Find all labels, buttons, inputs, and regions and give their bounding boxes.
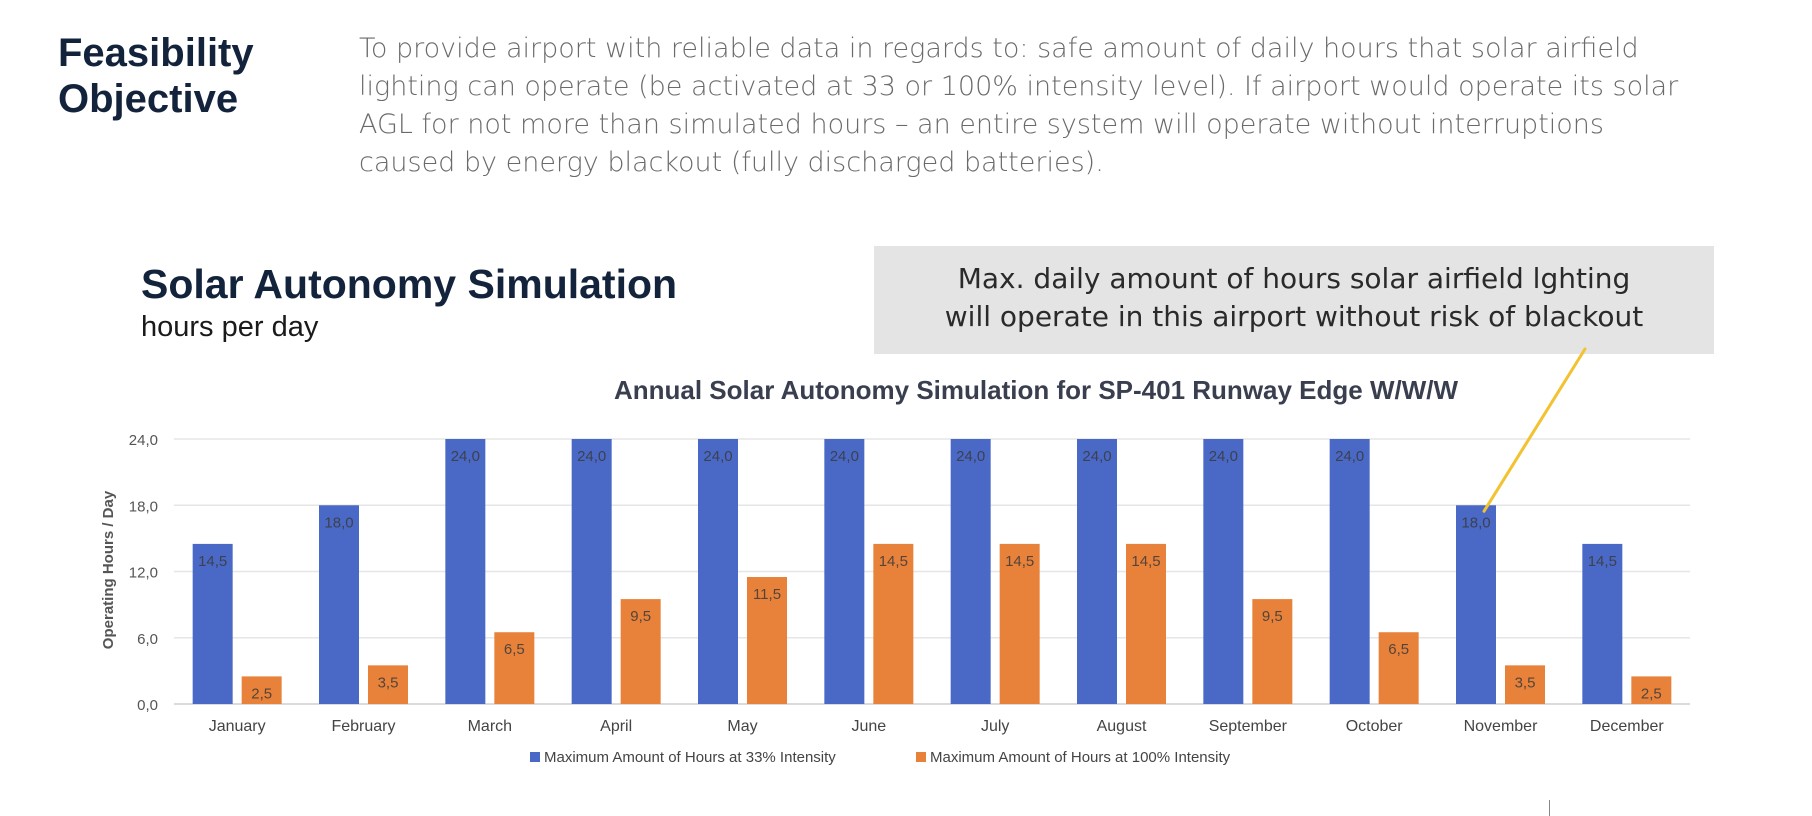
bar-33-intensity: [1456, 505, 1496, 704]
bar-33-intensity: [445, 439, 486, 704]
data-label: 24,0: [1209, 448, 1238, 465]
bar-33-intensity: [571, 439, 612, 704]
data-label: 11,5: [753, 586, 781, 603]
data-label: 3,5: [378, 674, 399, 691]
bar-33-intensity: [950, 439, 991, 704]
data-label: 24,0: [577, 448, 606, 465]
data-label: 2,5: [251, 685, 272, 702]
data-label: 24,0: [830, 448, 859, 465]
x-tick-label: September: [1209, 718, 1288, 735]
callout-connector-line: [1482, 347, 1587, 513]
data-label: 24,0: [1335, 448, 1364, 465]
legend-item-100-intensity: Maximum Amount of Hours at 100% Intensit…: [916, 749, 1231, 766]
x-tick-label: July: [981, 718, 1009, 735]
legend-label: Maximum Amount of Hours at 33% Intensity: [544, 749, 836, 766]
y-tick-labels: 0,0 6,0 12,0 18,0 24,0: [129, 432, 158, 714]
callout-line-2: will operate in this airport without ris…: [944, 300, 1644, 333]
x-tick-label: April: [600, 718, 632, 735]
bar-100-intensity: [1378, 632, 1419, 704]
bar-33-intensity: [698, 439, 738, 704]
x-tick-label: June: [851, 718, 886, 735]
data-label: 9,5: [630, 608, 651, 625]
bar-33-intensity: [1203, 439, 1244, 704]
section-heading-line-1: Feasibility: [58, 31, 254, 75]
bar-100-intensity: [1631, 676, 1672, 704]
legend: Maximum Amount of Hours at 33% Intensity…: [530, 749, 1231, 766]
legend-swatch: [916, 752, 926, 762]
data-label: 9,5: [1262, 608, 1283, 625]
y-tick-label: 18,0: [129, 498, 158, 515]
y-tick-label: 0,0: [137, 697, 158, 714]
data-label: 6,5: [504, 641, 525, 658]
bar-100-intensity: [999, 543, 1040, 704]
callout-line-1: Max. daily amount of hours solar airfiel…: [957, 262, 1631, 295]
data-label: 2,5: [1641, 685, 1662, 702]
legend-item-33-intensity: Maximum Amount of Hours at 33% Intensity: [530, 749, 836, 766]
y-axis-label: Operating Hours / Day: [100, 490, 117, 649]
x-tick-labels: January February March April May June July Augu…: [209, 718, 1665, 735]
data-label: 24,0: [451, 448, 480, 465]
bar-100-intensity: [1505, 665, 1545, 704]
bar-100-intensity: [1252, 599, 1293, 704]
data-label: 14,5: [1588, 553, 1617, 570]
gridlines: [174, 438, 1690, 705]
data-label: 3,5: [1515, 674, 1536, 691]
bar-33-intensity: [192, 543, 233, 704]
data-label: 14,5: [879, 553, 908, 570]
chart-heading: Solar Autonomy Simulation: [141, 261, 678, 307]
bar-33-intensity: [1077, 439, 1117, 704]
bar-100-intensity: [241, 676, 282, 704]
x-tick-label: May: [727, 718, 757, 735]
legend-label: Maximum Amount of Hours at 100% Intensit…: [930, 749, 1231, 766]
x-tick-label: August: [1097, 718, 1147, 735]
x-tick-label: November: [1464, 718, 1538, 735]
data-label: 24,0: [1082, 448, 1111, 465]
callout-box: Max. daily amount of hours solar airfiel…: [874, 246, 1714, 354]
data-label: 14,5: [198, 553, 227, 570]
section-heading-line-2: Objective: [58, 77, 239, 121]
text-cursor-icon: [1549, 800, 1550, 816]
data-labels: 14,5 2,5 18,0 3,5 24,0 6,5 24,0 9,5 24,0 11,5 24,0…: [198, 448, 1662, 702]
data-label: 6,5: [1388, 641, 1409, 658]
bar-100-intensity: [620, 599, 661, 704]
section-heading: Feasibility Objective: [58, 30, 254, 122]
data-label: 18,0: [324, 514, 353, 531]
bar-100-intensity: [747, 577, 787, 704]
data-label: 14,5: [1005, 553, 1034, 570]
y-tick-label: 12,0: [129, 565, 158, 582]
bar-100-intensity: [368, 665, 408, 704]
bar-33-intensity: [1329, 439, 1370, 704]
data-label: 18,0: [1461, 514, 1490, 531]
x-tick-label: March: [468, 718, 512, 735]
bar-33-intensity: [824, 439, 865, 704]
bar-100-intensity: [1126, 543, 1166, 704]
chart-subheading: hours per day: [141, 311, 319, 343]
y-tick-label: 24,0: [129, 432, 158, 449]
x-tick-label: January: [209, 718, 266, 735]
bar-100-intensity: [494, 632, 535, 704]
chart-title: Annual Solar Autonomy Simulation for SP-…: [614, 375, 1459, 405]
data-label: 24,0: [956, 448, 985, 465]
bar-100-intensity: [873, 543, 914, 704]
legend-swatch: [530, 752, 540, 762]
data-label: 14,5: [1131, 553, 1160, 570]
y-tick-label: 6,0: [137, 631, 158, 648]
bars: [192, 439, 1672, 704]
x-tick-label: October: [1346, 718, 1404, 735]
objective-text: To provide airport with reliable data in…: [359, 33, 1679, 178]
data-label: 24,0: [703, 448, 732, 465]
x-tick-label: February: [331, 718, 395, 735]
bar-33-intensity: [1582, 543, 1623, 704]
x-tick-label: December: [1590, 718, 1664, 735]
bar-33-intensity: [319, 505, 359, 704]
